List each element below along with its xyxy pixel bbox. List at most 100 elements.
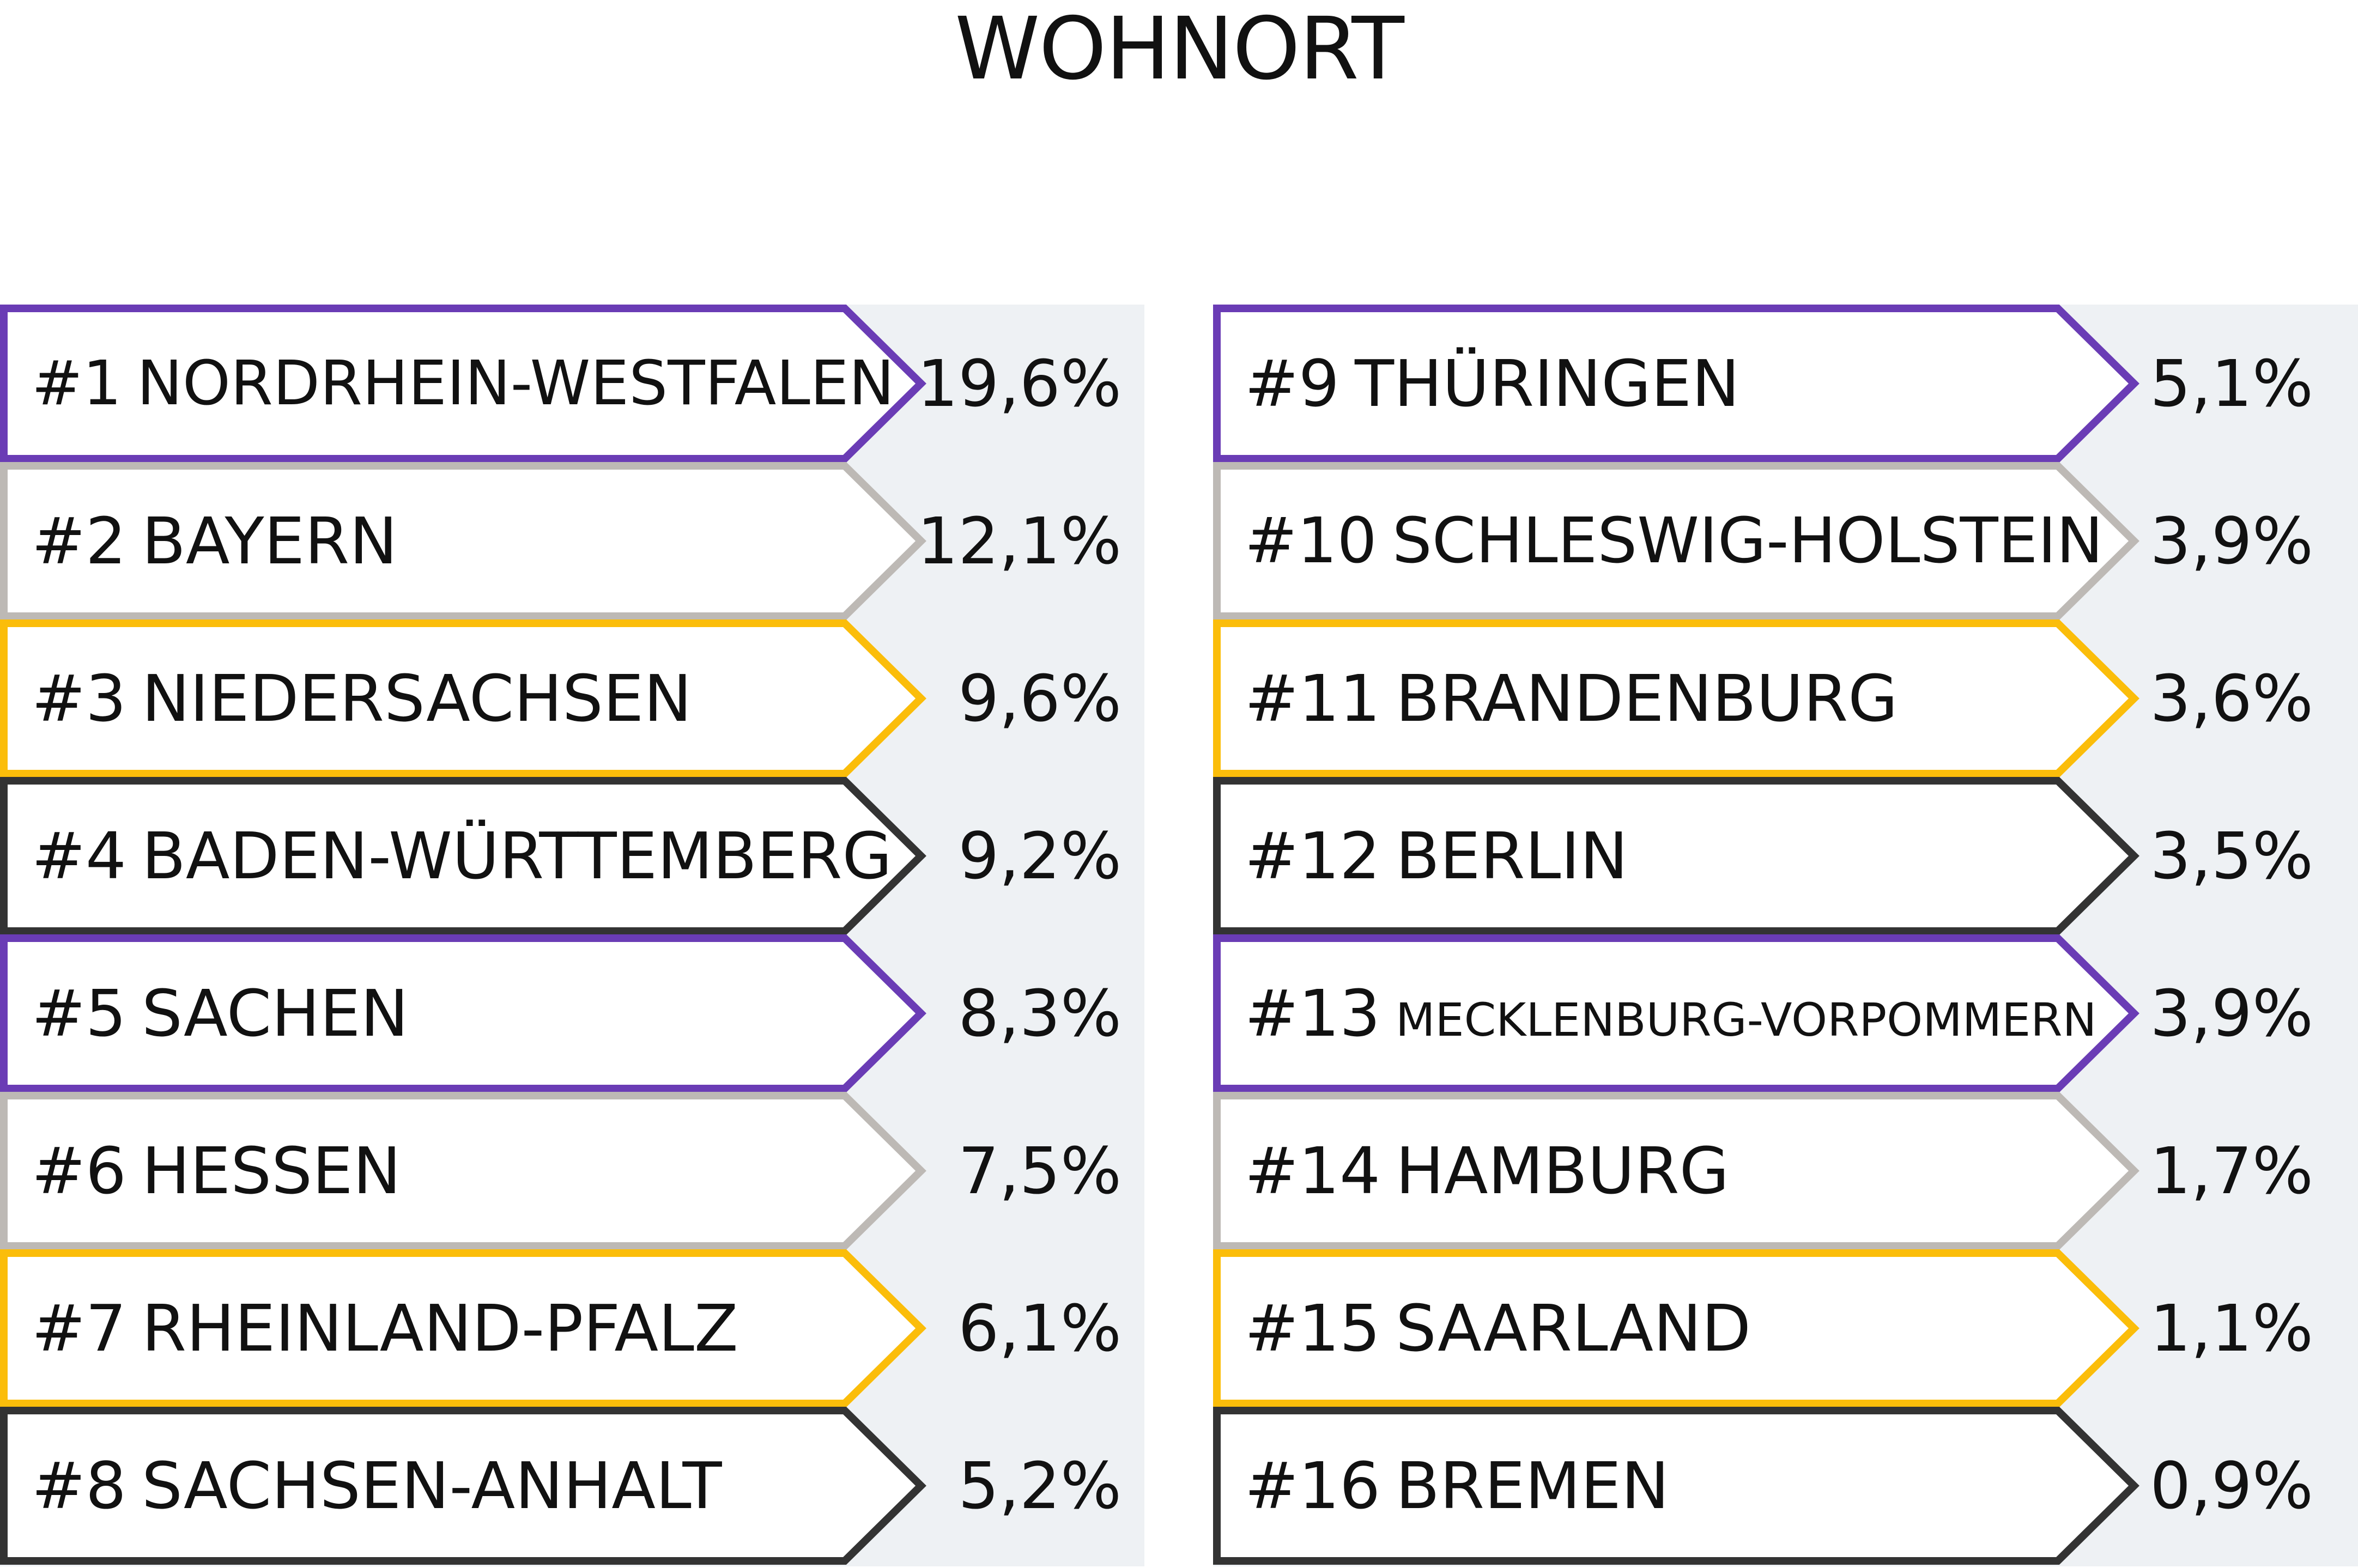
row-label: #3 NIEDERSACHSEN	[32, 619, 692, 777]
row-percentage: 1,1%	[2150, 1291, 2313, 1366]
row-arrow-tag	[0, 1249, 926, 1407]
table-row: #10 SCHLESWIG-HOLSTEIN 3,9%	[1213, 462, 2313, 620]
row-arrow-tag	[0, 305, 926, 463]
chart-title: WOHNORT	[955, 0, 1404, 99]
table-row: #8 SACHSEN-ANHALT 5,2%	[0, 1407, 1122, 1565]
row-label: #1 NORDRHEIN-WESTFALEN	[32, 305, 894, 463]
row-label: #4 BADEN-WÜRTTEMBERG	[32, 777, 892, 935]
row-arrow-tag	[0, 1407, 926, 1565]
row-state-name: HESSEN	[141, 1133, 401, 1208]
row-arrow-tag	[1213, 1249, 2139, 1407]
row-arrow-tag	[1213, 777, 2139, 935]
row-rank: #6	[32, 1133, 126, 1208]
row-arrow-shape	[1213, 1092, 2139, 1250]
row-rank: #13	[1245, 976, 1381, 1051]
row-label: #16 BREMEN	[1245, 1407, 1669, 1565]
row-percentage: 1,7%	[2150, 1133, 2313, 1208]
row-percentage: 19,6%	[917, 346, 1122, 421]
row-arrow-tag	[1213, 1407, 2139, 1565]
row-state-name: MECKLENBURG-VORPOMMERN	[1396, 993, 2097, 1047]
row-state-name: SACHSEN-ANHALT	[141, 1448, 722, 1523]
row-percentage: 8,3%	[958, 976, 1122, 1051]
row-label: #2 BAYERN	[32, 462, 397, 620]
row-rank: #2	[32, 503, 126, 579]
row-label: #15 SAARLAND	[1245, 1249, 1751, 1407]
row-percentage: 3,9%	[2150, 976, 2313, 1051]
row-percentage: 3,5%	[2150, 818, 2313, 894]
row-percentage: 12,1%	[917, 503, 1122, 579]
table-row: #6 HESSEN 7,5%	[0, 1092, 1122, 1250]
table-row: #15 SAARLAND 1,1%	[1213, 1249, 2313, 1407]
row-rank: #4	[32, 818, 126, 894]
row-label: #6 HESSEN	[32, 1092, 401, 1250]
row-rank: #10	[1245, 505, 1377, 578]
row-label: #5 SACHEN	[32, 934, 409, 1092]
row-arrow-shape	[0, 462, 926, 620]
row-arrow-shape	[0, 777, 926, 935]
row-arrow-tag	[0, 1092, 926, 1250]
row-arrow-tag	[0, 934, 926, 1092]
row-percentage: 9,2%	[958, 818, 1122, 894]
row-label: #14 HAMBURG	[1245, 1092, 1729, 1250]
row-percentage: 5,2%	[958, 1448, 1122, 1523]
row-percentage: 7,5%	[958, 1133, 1122, 1208]
row-rank: #11	[1245, 661, 1381, 736]
row-arrow-shape	[1213, 619, 2139, 777]
row-arrow-tag	[1213, 305, 2139, 463]
row-rank: #12	[1245, 818, 1381, 894]
row-arrow-shape	[1213, 777, 2139, 935]
row-rank: #3	[32, 661, 126, 736]
table-row: #5 SACHEN 8,3%	[0, 934, 1122, 1092]
row-arrow-tag	[1213, 619, 2139, 777]
table-row: #2 BAYERN 12,1%	[0, 462, 1122, 620]
row-arrow-shape	[1213, 462, 2139, 620]
row-state-name: NIEDERSACHSEN	[141, 661, 692, 736]
row-arrow-shape	[1213, 1407, 2139, 1565]
row-rank: #8	[32, 1448, 126, 1523]
table-row: #1 NORDRHEIN-WESTFALEN 19,6%	[0, 305, 1122, 463]
row-arrow-tag	[0, 777, 926, 935]
row-label: #11 BRANDENBURG	[1245, 619, 1898, 777]
row-rank: #9	[1245, 346, 1339, 421]
row-arrow-shape	[0, 1407, 926, 1565]
row-state-name: SACHEN	[141, 976, 409, 1051]
row-state-name: THÜRINGEN	[1354, 346, 1740, 421]
row-arrow-shape	[0, 1092, 926, 1250]
row-arrow-shape	[0, 619, 926, 777]
row-percentage: 3,6%	[2150, 661, 2313, 736]
table-row: #13 MECKLENBURG-VORPOMMERN 3,9%	[1213, 934, 2313, 1092]
row-arrow-shape	[0, 305, 926, 463]
row-state-name: BAYERN	[141, 503, 398, 579]
row-rank: #7	[32, 1291, 126, 1366]
row-rank: #1	[32, 348, 122, 419]
row-arrow-tag	[1213, 462, 2139, 620]
row-arrow-tag	[1213, 934, 2139, 1092]
row-percentage: 6,1%	[958, 1291, 1122, 1366]
table-row: #12 BERLIN 3,5%	[1213, 777, 2313, 935]
row-arrow-shape	[1213, 934, 2139, 1092]
row-state-name: SAARLAND	[1396, 1291, 1751, 1366]
row-state-name: BADEN-WÜRTTEMBERG	[141, 818, 892, 894]
row-rank: #5	[32, 976, 126, 1051]
row-state-name: BRANDENBURG	[1396, 661, 1898, 736]
row-label: #9 THÜRINGEN	[1245, 305, 1739, 463]
row-state-name: RHEINLAND-PFALZ	[141, 1291, 738, 1366]
row-percentage: 5,1%	[2150, 346, 2313, 421]
row-rank: #16	[1245, 1448, 1381, 1523]
table-row: #16 BREMEN 0,9%	[1213, 1407, 2313, 1565]
row-arrow-shape	[1213, 1249, 2139, 1407]
table-row: #3 NIEDERSACHSEN 9,6%	[0, 619, 1122, 777]
table-row: #4 BADEN-WÜRTTEMBERG 9,2%	[0, 777, 1122, 935]
row-rank: #15	[1245, 1291, 1381, 1366]
row-label: #12 BERLIN	[1245, 777, 1628, 935]
row-arrow-shape	[0, 934, 926, 1092]
row-rank: #14	[1245, 1133, 1381, 1208]
table-row: #9 THÜRINGEN 5,1%	[1213, 305, 2313, 463]
row-label: #7 RHEINLAND-PFALZ	[32, 1249, 738, 1407]
row-state-name: BREMEN	[1396, 1448, 1670, 1523]
row-state-name: NORDRHEIN-WESTFALEN	[137, 348, 895, 419]
row-state-name: HAMBURG	[1396, 1133, 1730, 1208]
row-label: #13 MECKLENBURG-VORPOMMERN	[1245, 934, 2096, 1092]
row-percentage: 9,6%	[958, 661, 1122, 736]
row-arrow-tag	[1213, 1092, 2139, 1250]
